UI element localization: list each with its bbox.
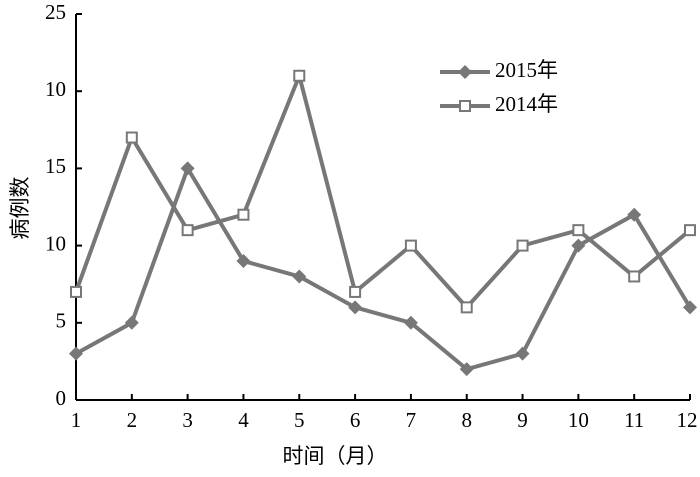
diamond-marker [571,238,586,253]
diamond-marker [459,362,474,377]
x-tick-label: 1 [71,408,82,432]
y-tick-label: 25 [45,0,66,24]
diamond-marker [348,300,363,315]
y-tick-label: 15 [45,154,66,178]
y-axis-label: 病例数 [8,177,32,240]
x-tick-label: 10 [568,408,589,432]
diamond-marker [515,346,530,361]
square-marker [125,131,138,144]
square-marker [628,270,641,283]
x-tick-label: 11 [624,408,644,432]
square-marker [181,224,194,237]
square-marker [293,69,306,82]
x-tick-label: 4 [238,408,249,432]
square-marker [459,100,471,112]
y-tick-label: 10 [45,231,66,255]
diamond-marker [180,161,195,176]
y-tick-label: 0 [56,386,67,410]
square-marker [237,208,250,221]
diamond-marker [236,254,251,269]
legend-label: 2014年 [495,92,558,116]
x-tick-label: 7 [406,408,417,432]
x-tick-label: 8 [461,408,472,432]
diamond-marker [683,300,697,315]
square-marker [516,239,529,252]
x-axis-label: 时间（月） [283,444,388,468]
series-line [74,69,692,311]
diamond-marker [403,315,418,330]
legend-label: 2015年 [495,58,558,82]
y-tick-label: 5 [56,309,67,333]
x-tick-label: 9 [517,408,528,432]
diamond-marker [627,207,642,222]
y-tick-label: 10 [45,77,66,101]
x-tick-label: 3 [182,408,193,432]
x-tick-label: 12 [677,408,698,432]
x-tick-label: 2 [127,408,138,432]
x-tick-label: 6 [350,408,361,432]
diamond-marker [69,346,83,361]
square-marker [70,285,82,298]
square-marker [349,285,362,298]
diamond-marker [124,315,139,330]
square-marker [460,301,473,314]
diamond-marker [292,269,307,284]
square-marker [572,224,585,237]
square-marker [404,239,417,252]
square-marker [684,224,696,237]
x-tick-label: 5 [294,408,305,432]
diamond-marker [458,65,472,79]
